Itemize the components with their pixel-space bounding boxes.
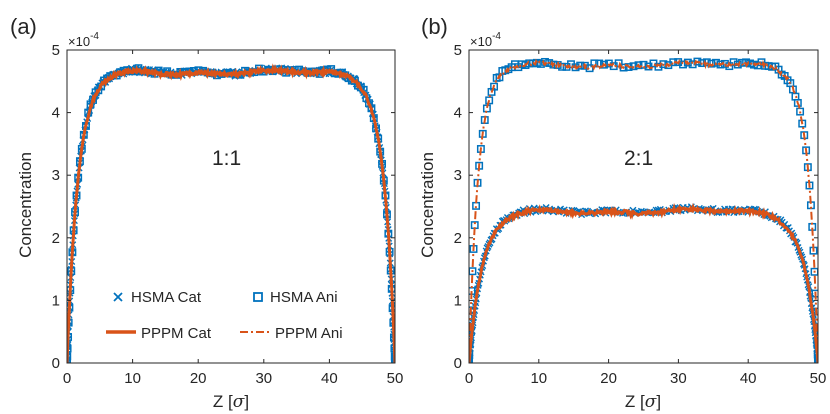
hsma-ani-point — [600, 60, 608, 69]
legend-hsma-ani-marker — [253, 292, 263, 302]
panel-a-ticks: 0 10 20 30 40 50 0 1 2 3 4 5 — [52, 42, 404, 387]
y-tick-label: 1 — [52, 292, 60, 309]
panel-a-pppm-ani-line — [67, 64, 395, 363]
panel-b-x-axis-title: Z [σ] — [625, 392, 661, 412]
y-tick-label: 5 — [454, 42, 462, 59]
hsma-ani-point — [793, 98, 802, 107]
y-tick-label: 3 — [52, 167, 60, 184]
panel-b-y-axis-title: Concentration — [418, 152, 437, 258]
x-tick-label: 50 — [387, 370, 404, 387]
panel-a-hsma-ani-markers — [67, 64, 395, 363]
hsma-ani-point — [702, 58, 711, 67]
panel-a-label: (a) — [10, 14, 37, 39]
y-tick-label: 0 — [454, 355, 462, 372]
x-tick-label: 20 — [190, 370, 207, 387]
panel-a-ratio-label: 1:1 — [212, 147, 241, 170]
panel-a: (a) 0 10 20 30 40 50 0 1 2 3 4 5 ×10-4 Concentratio… — [10, 14, 403, 412]
hsma-ani-point — [796, 107, 805, 116]
x-tick-label: 0 — [63, 370, 71, 387]
hsma-cat-point — [814, 359, 818, 363]
x-tick-label: 20 — [600, 370, 617, 387]
y-tick-label: 4 — [454, 105, 462, 122]
legend-hsma-cat-marker — [113, 292, 123, 302]
panel-b-ratio-label: 2:1 — [624, 147, 653, 170]
y-tick-label: 5 — [52, 42, 60, 59]
panel-b-plot — [469, 57, 818, 363]
panel-b: (b) 0 10 20 30 40 50 0 1 2 3 4 5 ×10-4 Concentratio… — [418, 14, 826, 412]
panel-b-ticks: 0 10 20 30 40 50 0 1 2 3 4 5 — [454, 42, 827, 387]
x-tick-label: 0 — [465, 370, 473, 387]
x-tick-label: 40 — [321, 370, 338, 387]
panel-a-y-exponent: ×10-4 — [68, 31, 99, 49]
y-tick-label: 1 — [454, 292, 462, 309]
legend-hsma-ani-label: HSMA Ani — [270, 289, 338, 306]
panel-b-label: (b) — [421, 14, 448, 39]
panel-b-y-exponent: ×10-4 — [470, 31, 501, 49]
hsma-ani-point — [716, 60, 725, 69]
panel-a-y-axis-title: Concentration — [16, 152, 35, 258]
panel-b-pppm-ani-line — [469, 58, 818, 363]
y-tick-label: 0 — [52, 355, 60, 372]
panel-a-pppm-cat-line — [67, 63, 395, 363]
legend-pppm-cat-label: PPPM Cat — [141, 325, 212, 342]
y-tick-label: 2 — [52, 230, 60, 247]
hsma-ani-point — [693, 57, 702, 66]
hsma-ani-point — [619, 63, 628, 72]
x-tick-label: 40 — [740, 370, 757, 387]
hsma-ani-point — [634, 61, 643, 70]
panel-a-x-axis-title: Z [σ] — [213, 392, 249, 412]
y-tick-label: 3 — [454, 167, 462, 184]
x-tick-label: 30 — [255, 370, 272, 387]
panel-a-hsma-cat-markers — [67, 64, 395, 363]
x-tick-label: 30 — [670, 370, 687, 387]
panel-b-axes-box — [468, 49, 819, 364]
hsma-cat-point — [391, 359, 395, 363]
legend-pppm-ani-label: PPPM Ani — [275, 325, 343, 342]
legend: HSMA Cat HSMA Ani PPPM Cat PPPM Ani — [106, 289, 343, 342]
panel-b-hsma-cat-markers — [469, 203, 818, 363]
legend-hsma-cat-label: HSMA Cat — [131, 289, 202, 306]
panel-a-axes-box — [66, 49, 396, 364]
x-tick-label: 10 — [124, 370, 141, 387]
x-tick-label: 50 — [810, 370, 827, 387]
x-tick-label: 10 — [530, 370, 547, 387]
y-tick-label: 2 — [454, 230, 462, 247]
panel-a-plot — [67, 63, 395, 363]
panel-b-pppm-cat-line — [469, 202, 818, 363]
hsma-ani-point — [490, 82, 499, 91]
y-tick-label: 4 — [52, 105, 60, 122]
